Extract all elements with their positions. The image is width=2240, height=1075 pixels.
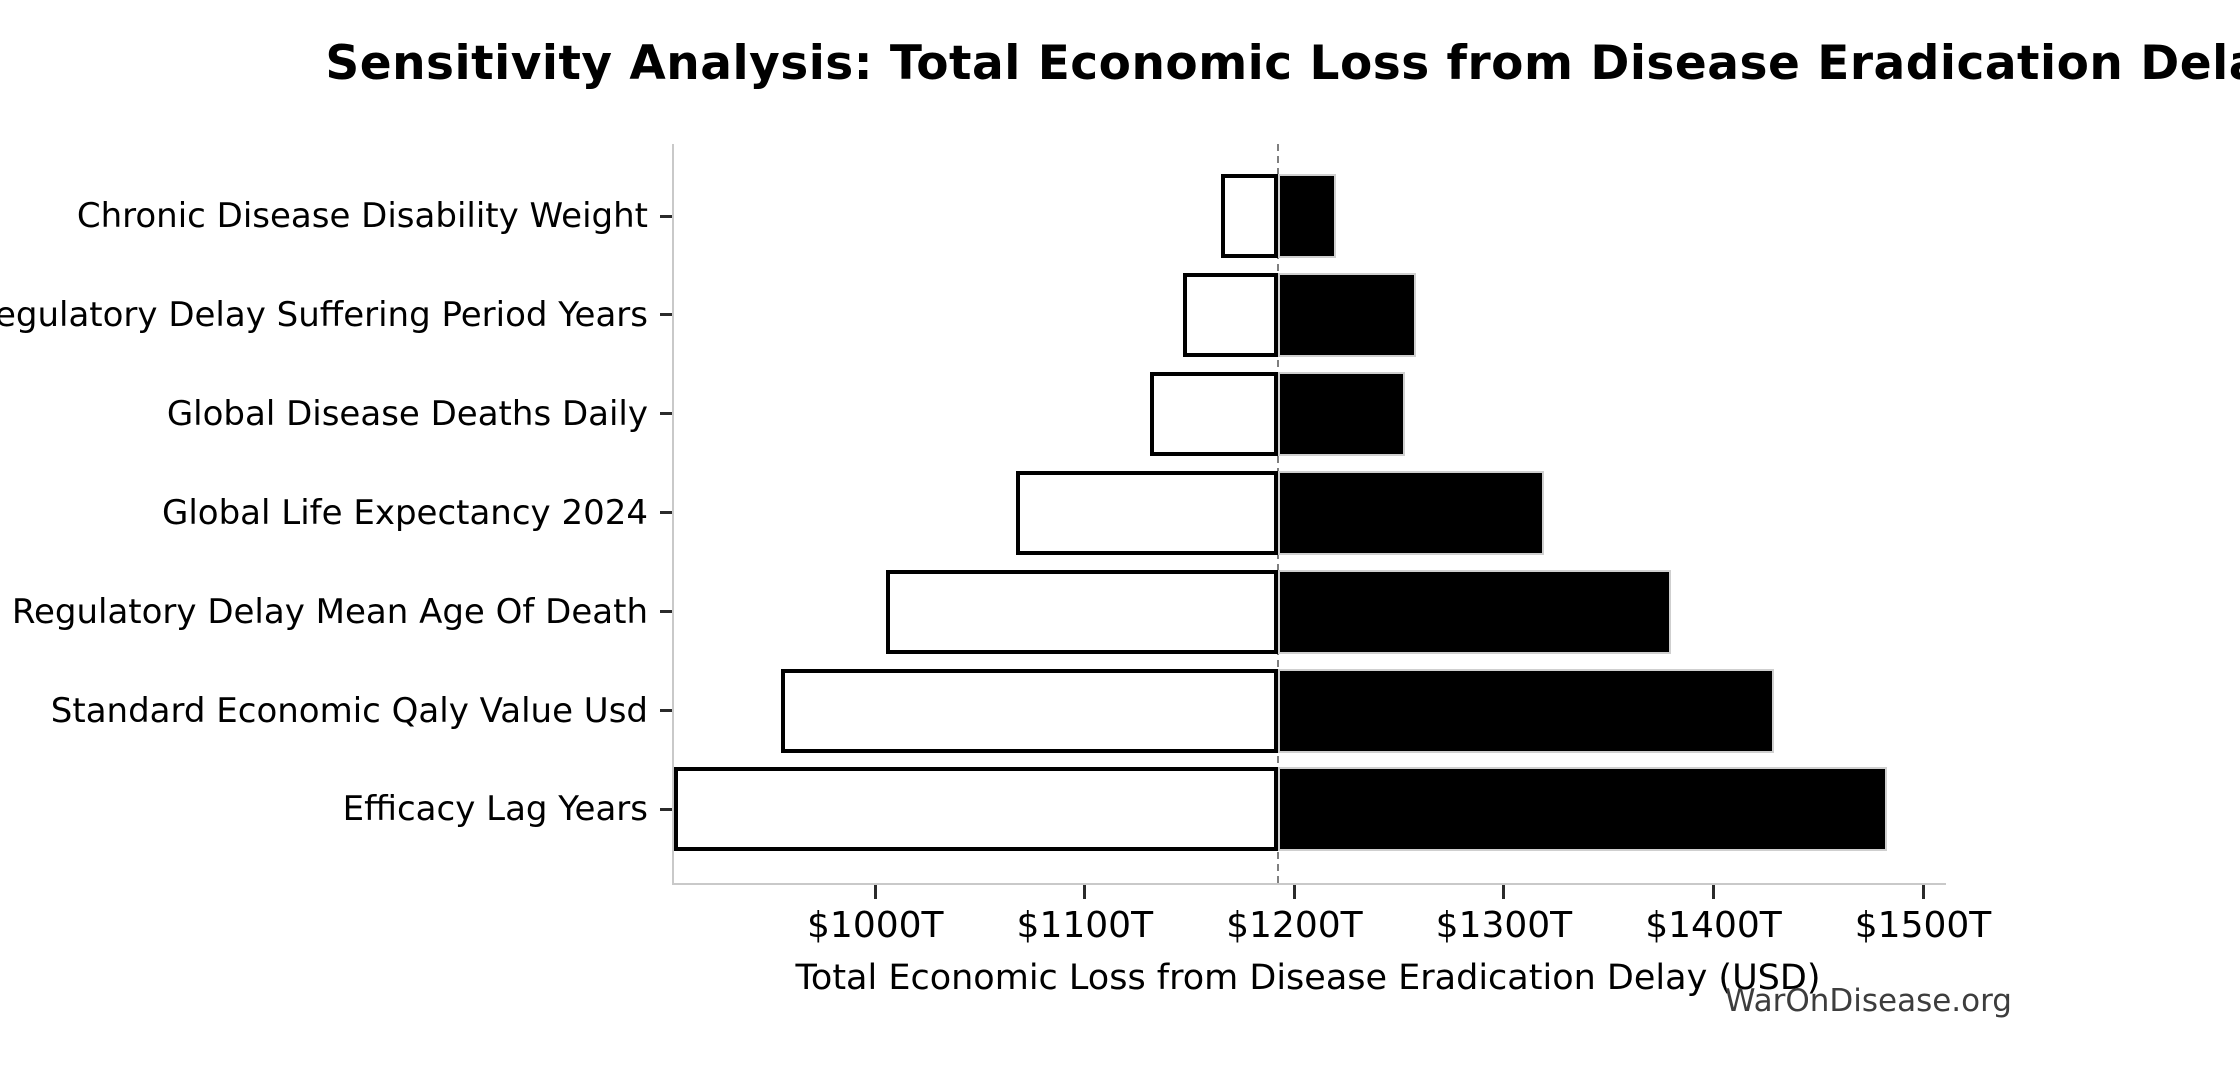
y-axis-tick [660,610,672,614]
y-axis-tick [660,412,672,416]
bar-high [1277,174,1337,258]
bar-low [1220,174,1278,258]
x-axis-tick-label: $1300T [1435,905,1573,946]
bar-low [1015,470,1278,555]
watermark: WarOnDisease.org [1724,983,2012,1019]
x-axis-tick [1502,885,1506,899]
bar-low [1183,272,1278,357]
x-axis-tick-label: $1400T [1645,905,1782,946]
y-axis-label: Efficacy Lag Years [342,789,648,830]
chart-title: Sensitivity Analysis: Total Economic Los… [325,36,2240,91]
bar-low [1149,371,1278,456]
y-axis-tick [660,511,672,515]
x-axis-tick [1083,885,1087,899]
bar-high [1277,272,1416,357]
x-axis-tick [1292,885,1296,899]
y-axis-label: Chronic Disease Disability Weight [76,196,648,236]
bar-low [780,668,1278,753]
x-axis-tick [1711,885,1715,899]
y-axis-tick [660,709,672,712]
x-axis-tick [873,885,877,899]
bar-high [1277,668,1775,753]
y-axis-label: Standard Economic Qaly Value Usd [50,690,648,731]
x-axis-tick-label: $1000T [807,905,944,946]
y-axis-tick [660,214,672,218]
bar-high [1277,470,1544,555]
bar-low [885,569,1278,654]
y-axis-label: Regulatory Delay Suffering Period Years [0,294,648,335]
bar-high [1277,767,1888,852]
bar-high [1277,371,1406,456]
y-axis-label: Global Disease Deaths Daily [166,393,648,434]
x-axis-tick-label: $1100T [1016,905,1154,946]
plot-area [672,144,1946,885]
x-axis-tick [1921,885,1925,899]
y-axis-label: Global Life Expectancy 2024 [161,492,648,533]
x-axis-label: Total Economic Loss from Disease Eradica… [795,958,1821,998]
x-axis-tick-label: $1200T [1226,905,1363,946]
y-axis-tick [660,807,672,811]
y-axis-label: Regulatory Delay Mean Age Of Death [11,591,648,632]
x-axis-tick-label: $1500T [1854,905,1992,946]
bar-low [674,767,1278,852]
y-axis-tick [660,313,672,317]
bar-high [1277,569,1672,654]
